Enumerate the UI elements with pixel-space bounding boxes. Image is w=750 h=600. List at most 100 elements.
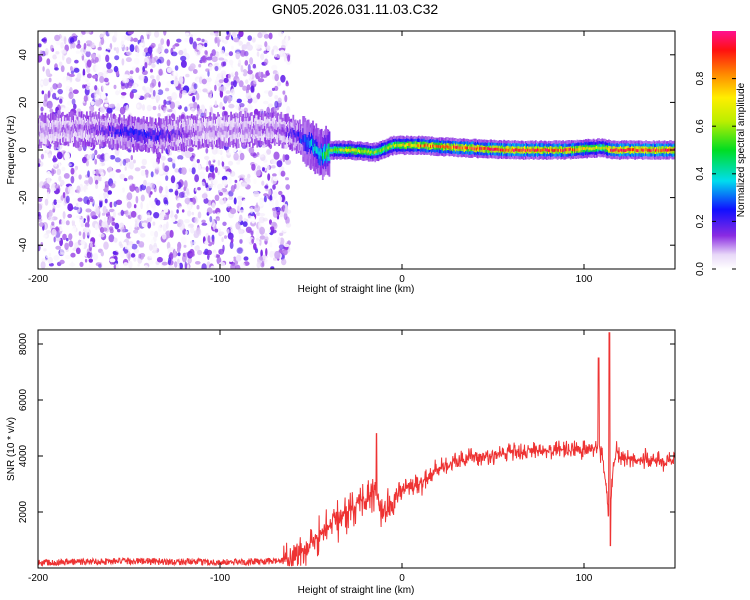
heatmap-cell	[418, 144, 420, 148]
heatmap-cell	[164, 48, 169, 54]
heatmap-cell	[506, 147, 509, 151]
heatmap-cell	[161, 211, 165, 218]
heatmap-cell	[148, 252, 155, 259]
heatmap-cell	[236, 127, 239, 133]
heatmap-cell	[147, 222, 152, 229]
heatmap-cell	[122, 158, 127, 166]
heatmap-cell	[380, 149, 383, 152]
heatmap-cell	[390, 145, 393, 148]
heatmap-cell	[121, 131, 123, 137]
heatmap-cell	[323, 148, 325, 156]
heatmap-cell	[125, 224, 131, 228]
heatmap-cell	[584, 147, 586, 150]
heatmap-cell	[66, 72, 70, 76]
heatmap-cell	[276, 120, 278, 133]
heatmap-cell	[116, 129, 119, 135]
heatmap-cell	[177, 130, 180, 135]
heatmap-cell	[339, 148, 342, 152]
heatmap-cell	[212, 125, 215, 131]
heatmap-cell	[124, 82, 129, 89]
heatmap-cell	[272, 176, 279, 182]
heatmap-cell	[560, 148, 562, 152]
heatmap-cell	[247, 35, 252, 41]
heatmap-cell	[427, 144, 430, 148]
heatmap-cell	[258, 216, 265, 224]
heatmap-cell	[442, 144, 444, 148]
heatmap-cell	[254, 248, 259, 254]
heatmap-cell	[99, 125, 101, 131]
heatmap-cell	[421, 144, 424, 148]
heatmap-cell	[245, 92, 252, 100]
heatmap-cell	[241, 44, 248, 50]
heatmap-cell	[422, 144, 425, 148]
heatmap-cell	[155, 199, 161, 206]
heatmap-cell	[139, 244, 144, 248]
heatmap-cell	[196, 37, 202, 42]
heatmap-cell	[274, 95, 279, 100]
heatmap-cell	[271, 126, 274, 132]
heatmap-cell	[154, 230, 159, 238]
heatmap-cell	[135, 67, 140, 73]
heatmap-cell	[436, 145, 439, 148]
heatmap-cell	[313, 146, 315, 154]
heatmap-cell	[109, 155, 116, 160]
heatmap-cell	[118, 241, 123, 247]
heatmap-cell	[93, 126, 96, 138]
heatmap-cell	[282, 154, 286, 163]
heatmap-cell	[226, 149, 232, 156]
snr-series-line	[38, 332, 675, 568]
heatmap-cell	[423, 144, 426, 148]
heatmap-cell	[592, 146, 595, 150]
heatmap-cell	[83, 42, 87, 50]
heatmap-cell	[604, 146, 607, 150]
heatmap-cell	[148, 260, 154, 265]
heatmap-cell	[211, 127, 214, 132]
heatmap-cell	[205, 182, 209, 188]
heatmap-cell	[268, 32, 273, 40]
heatmap-cell	[226, 203, 231, 208]
heatmap-cell	[69, 222, 73, 226]
heatmap-cell	[556, 148, 559, 152]
heatmap-cell	[75, 120, 77, 132]
heatmap-cell	[582, 147, 585, 150]
heatmap-cell	[229, 170, 236, 177]
heatmap-cell	[295, 133, 298, 139]
heatmap-cell	[106, 62, 112, 70]
heatmap-cell	[356, 149, 359, 153]
heatmap-cell	[614, 148, 617, 152]
heatmap-cell	[55, 203, 61, 208]
heatmap-cell	[51, 228, 57, 238]
heatmap-cell	[593, 147, 596, 150]
heatmap-cell	[456, 146, 458, 149]
heatmap-cell	[70, 126, 73, 139]
heatmap-cell	[278, 115, 280, 137]
heatmap-cell	[62, 233, 67, 241]
heatmap-cell	[62, 76, 67, 84]
heatmap-cell	[201, 222, 208, 226]
heatmap-cell	[192, 95, 196, 103]
heatmap-cell	[200, 123, 203, 135]
heatmap-cell	[233, 37, 240, 43]
heatmap-cell	[57, 74, 63, 79]
heatmap-cell	[347, 149, 349, 152]
heatmap-cell	[72, 128, 75, 134]
heatmap-cell	[495, 147, 498, 151]
heatmap-cell	[48, 122, 51, 135]
heatmap-cell	[548, 149, 550, 153]
heatmap-cell	[82, 126, 85, 132]
heatmap-cell	[95, 130, 98, 135]
heatmap-cell	[281, 104, 286, 111]
heatmap-cell	[285, 35, 289, 44]
heatmap-cell	[114, 157, 121, 163]
heatmap-cell	[211, 56, 218, 63]
x-tick-label: 0	[399, 274, 405, 285]
heatmap-cell	[178, 49, 184, 56]
heatmap-cell	[105, 54, 110, 63]
heatmap-cell	[210, 127, 213, 133]
heatmap-cell	[281, 100, 289, 107]
heatmap-cell	[198, 171, 206, 179]
heatmap-cell	[38, 163, 41, 167]
heatmap-cell	[56, 127, 59, 133]
heatmap-cell	[204, 126, 206, 139]
heatmap-cell	[90, 101, 95, 106]
